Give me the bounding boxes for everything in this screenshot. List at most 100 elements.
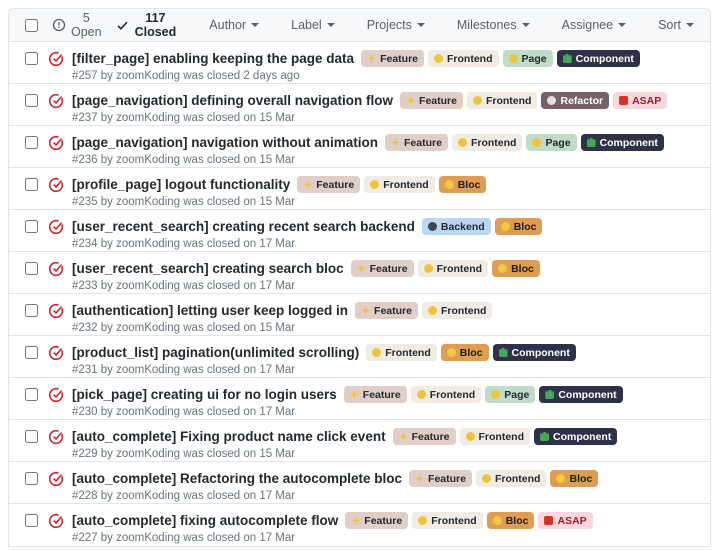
issue-title-link[interactable]: [page_navigation] navigation without ani… <box>72 135 379 150</box>
label-chip-feature[interactable]: Feature <box>343 386 407 403</box>
label-chip-component[interactable]: Component <box>534 428 618 445</box>
issue-title-line: [product_list] pagination(unlimited scro… <box>72 344 576 361</box>
puzzle-piece-icon <box>498 348 508 357</box>
issue-title-link[interactable]: [product_list] pagination(unlimited scro… <box>72 345 360 360</box>
label-chip-feature[interactable]: Feature <box>355 302 418 319</box>
label-chip-frontend[interactable]: Frontend <box>475 470 547 487</box>
issue-select-checkbox[interactable] <box>25 136 38 149</box>
issue-title-line: [user_recent_search] creating search blo… <box>72 260 540 277</box>
filter-author[interactable]: Author <box>177 18 260 32</box>
label-text: Feature <box>411 430 450 443</box>
label-chip-backend[interactable]: Backend <box>421 218 491 235</box>
label-chip-page[interactable]: Page <box>526 134 577 151</box>
label-chip-component[interactable]: Component <box>580 134 664 151</box>
label-chip-page[interactable]: Page <box>502 50 553 67</box>
issue-select-checkbox[interactable] <box>25 514 38 527</box>
label-chip-bloc[interactable]: Bloc <box>438 176 487 193</box>
issue-select-checkbox[interactable] <box>25 388 38 401</box>
label-text: Component <box>511 346 570 359</box>
issue-title-link[interactable]: [auto_complete] fixing autocomplete flow <box>72 513 339 528</box>
issue-closed-icon <box>48 345 64 361</box>
label-chip-feature[interactable]: Feature <box>400 92 463 109</box>
issue-title-link[interactable]: [authentication] letting user keep logge… <box>72 303 349 318</box>
issue-title-link[interactable]: [user_recent_search] creating recent sea… <box>72 219 415 234</box>
issue-closed-icon <box>48 51 64 67</box>
issue-title-link[interactable]: [profile_page] logout functionality <box>72 177 291 192</box>
closed-issues-link[interactable]: 117 Closed <box>116 11 178 39</box>
issue-open-icon <box>52 18 66 32</box>
label-chip-asap[interactable]: ASAP <box>538 512 593 529</box>
label-text: Feature <box>369 262 408 275</box>
label-chip-component[interactable]: Component <box>556 50 640 67</box>
issue-row-main: [profile_page] logout functionality Feat… <box>72 176 487 208</box>
issue-select-checkbox[interactable] <box>25 94 38 107</box>
filter-projects[interactable]: Projects <box>335 18 425 32</box>
issue-select-checkbox[interactable] <box>25 262 38 275</box>
yellow-circle-icon <box>481 474 491 483</box>
puzzle-piece-icon <box>562 54 572 63</box>
label-chip-asap[interactable]: ASAP <box>613 92 668 109</box>
issue-select-checkbox[interactable] <box>25 346 38 359</box>
label-chip-bloc[interactable]: Bloc <box>550 470 599 487</box>
label-text: Component <box>599 136 658 149</box>
open-issues-link[interactable]: 5 Open <box>52 11 102 39</box>
issue-title-link[interactable]: [user_recent_search] creating search blo… <box>72 261 344 276</box>
label-chip-feature[interactable]: Feature <box>409 470 472 487</box>
yellow-circle-icon <box>427 306 437 315</box>
sparkles-icon <box>349 390 359 399</box>
label-chip-feature[interactable]: Feature <box>350 260 414 277</box>
issue-select-checkbox[interactable] <box>25 472 38 485</box>
issue-title-link[interactable]: [auto_complete] Refactoring the autocomp… <box>72 471 403 486</box>
issue-title-link[interactable]: [filter_page] enabling keeping the page … <box>72 51 355 66</box>
issue-select-checkbox[interactable] <box>25 52 38 65</box>
chevron-down-icon <box>416 23 425 27</box>
filter-assignee[interactable]: Assignee <box>530 18 627 32</box>
label-chip-frontend[interactable]: Frontend <box>366 344 437 361</box>
select-all-checkbox[interactable] <box>25 18 38 32</box>
label-chip-frontend[interactable]: Frontend <box>417 260 489 277</box>
issue-select-checkbox[interactable] <box>25 430 38 443</box>
filter-label: Sort <box>658 18 681 32</box>
issue-select-checkbox[interactable] <box>25 220 38 233</box>
issue-title-line: [page_navigation] defining overall navig… <box>72 92 668 109</box>
issue-title-link[interactable]: [pick_page] creating ui for no login use… <box>72 387 337 402</box>
label-chip-feature[interactable]: Feature <box>361 50 424 67</box>
filter-label[interactable]: Label <box>259 18 335 32</box>
label-chip-frontend[interactable]: Frontend <box>466 92 538 109</box>
label-chip-frontend[interactable]: Frontend <box>410 386 482 403</box>
label-chip-feature[interactable]: Feature <box>345 512 409 529</box>
issue-title-link[interactable]: [page_navigation] defining overall navig… <box>72 93 394 108</box>
label-chip-component[interactable]: Component <box>492 344 576 361</box>
label-chip-bloc[interactable]: Bloc <box>440 344 489 361</box>
filter-sort[interactable]: Sort <box>626 18 694 32</box>
label-chip-frontend[interactable]: Frontend <box>412 512 483 529</box>
label-chip-frontend[interactable]: Frontend <box>459 428 531 445</box>
issue-select-checkbox[interactable] <box>25 178 38 191</box>
label-chip-page[interactable]: Page <box>485 386 536 403</box>
construction-icon <box>492 516 502 525</box>
issue-rows: [filter_page] enabling keeping the page … <box>9 42 710 546</box>
label-chip-feature[interactable]: Feature <box>297 176 361 193</box>
label-chip-bloc[interactable]: Bloc <box>492 260 540 277</box>
label-chip-frontend[interactable]: Frontend <box>451 134 523 151</box>
label-chip-feature[interactable]: Feature <box>385 134 448 151</box>
yellow-circle-icon <box>465 432 475 441</box>
issue-meta: #236 by zoomKoding was closed on 15 Mar <box>72 154 296 166</box>
issue-row-main: [authentication] letting user keep logge… <box>72 302 493 334</box>
label-chip-frontend[interactable]: Frontend <box>364 176 435 193</box>
filter-milestones[interactable]: Milestones <box>425 18 530 32</box>
label-text: Frontend <box>429 388 476 401</box>
chevron-down-icon <box>686 23 694 27</box>
label-text: Bloc <box>569 472 593 485</box>
label-chip-frontend[interactable]: Frontend <box>421 302 493 319</box>
label-text: Bloc <box>513 220 537 233</box>
label-chip-bloc[interactable]: Bloc <box>494 218 543 235</box>
label-chip-feature[interactable]: Feature <box>392 428 456 445</box>
issue-title-link[interactable]: [auto_complete] Fixing product name clic… <box>72 429 386 444</box>
issue-select-checkbox[interactable] <box>25 304 38 317</box>
label-chip-frontend[interactable]: Frontend <box>428 50 499 67</box>
label-chip-bloc[interactable]: Bloc <box>486 512 535 529</box>
label-chip-refactor[interactable]: Refactor <box>541 92 610 109</box>
label-chip-component[interactable]: Component <box>539 386 623 403</box>
label-text: Frontend <box>383 178 429 191</box>
